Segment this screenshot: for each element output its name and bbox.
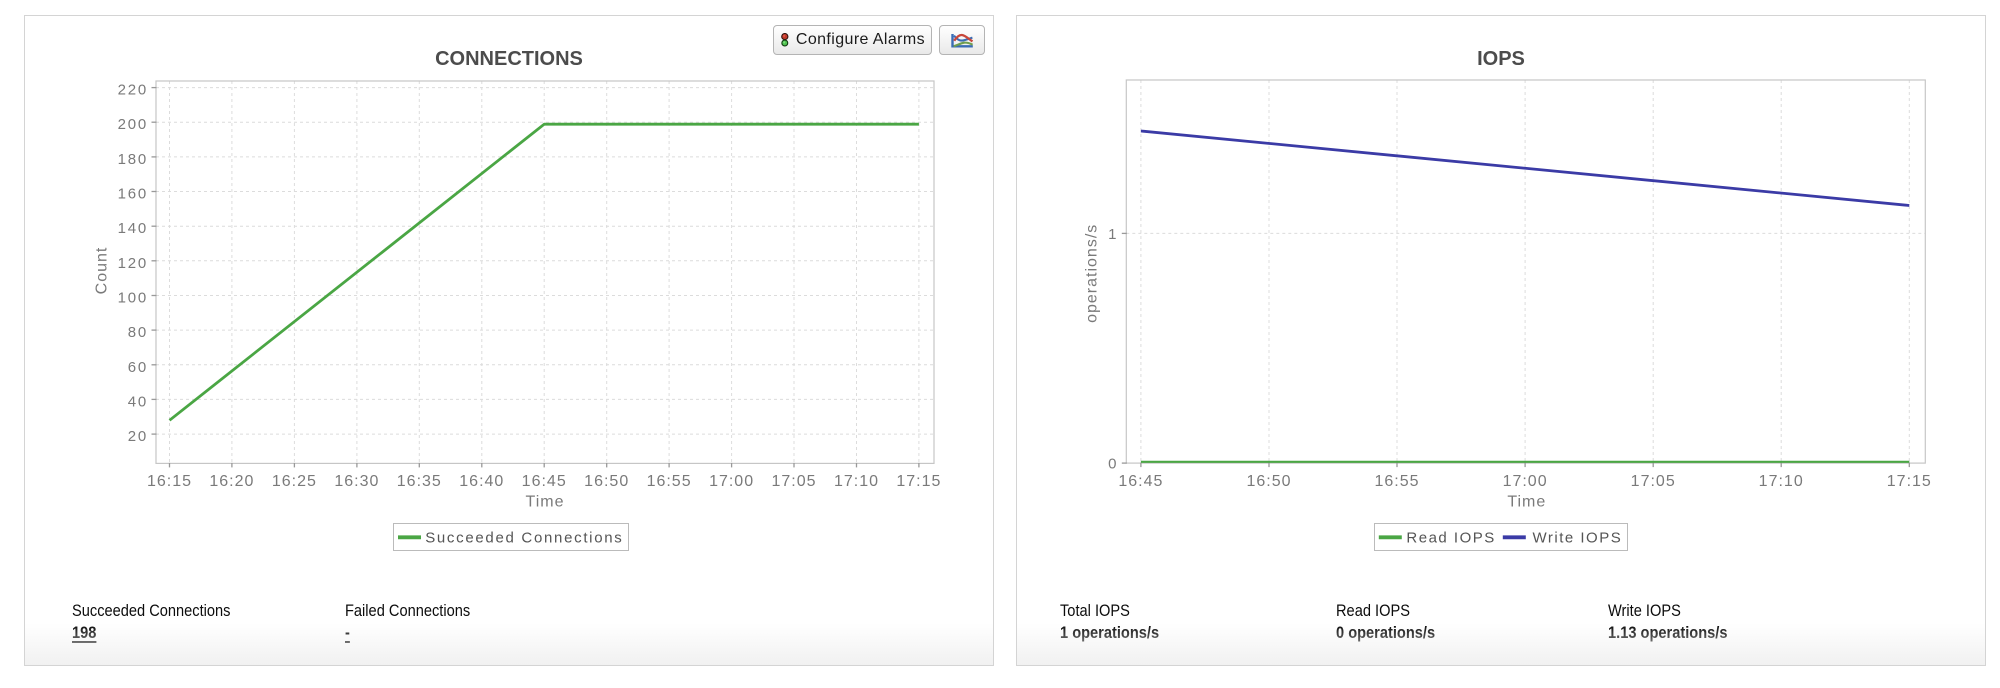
svg-text:16:35: 16:35 [397, 473, 442, 490]
svg-text:16:15: 16:15 [147, 473, 192, 490]
svg-text:40: 40 [128, 393, 148, 410]
svg-text:16:55: 16:55 [647, 473, 692, 490]
svg-text:16:20: 16:20 [209, 473, 254, 490]
svg-text:16:30: 16:30 [334, 473, 379, 490]
svg-text:17:10: 17:10 [1759, 473, 1804, 490]
svg-text:Count: Count [94, 247, 111, 295]
svg-text:16:45: 16:45 [522, 473, 567, 490]
svg-text:operations/s: operations/s [1083, 224, 1100, 323]
svg-text:Time: Time [1507, 494, 1546, 511]
svg-text:Succeeded Connections: Succeeded Connections [425, 529, 623, 546]
svg-text:1: 1 [1108, 226, 1118, 243]
svg-text:Time: Time [526, 494, 565, 511]
svg-text:140: 140 [118, 220, 148, 237]
svg-text:17:05: 17:05 [771, 473, 816, 490]
svg-text:17:05: 17:05 [1631, 473, 1676, 490]
svg-text:16:45: 16:45 [1118, 473, 1163, 490]
svg-text:17:15: 17:15 [896, 473, 941, 490]
svg-text:16:55: 16:55 [1374, 473, 1419, 490]
svg-text:100: 100 [118, 290, 148, 307]
svg-text:120: 120 [118, 255, 148, 272]
svg-text:0: 0 [1108, 455, 1118, 472]
svg-text:160: 160 [118, 186, 148, 203]
svg-text:16:50: 16:50 [584, 473, 629, 490]
svg-text:Read IOPS: Read IOPS [1406, 529, 1495, 546]
svg-text:220: 220 [118, 82, 148, 99]
svg-text:17:10: 17:10 [834, 473, 879, 490]
svg-text:17:15: 17:15 [1887, 473, 1932, 490]
svg-text:80: 80 [128, 324, 148, 341]
svg-text:16:25: 16:25 [272, 473, 317, 490]
svg-text:Write IOPS: Write IOPS [1533, 529, 1623, 546]
svg-text:16:40: 16:40 [459, 473, 504, 490]
svg-text:16:50: 16:50 [1246, 473, 1291, 490]
svg-text:200: 200 [118, 116, 148, 133]
svg-text:60: 60 [128, 359, 148, 376]
svg-text:17:00: 17:00 [709, 473, 754, 490]
svg-text:20: 20 [128, 428, 148, 445]
svg-text:17:00: 17:00 [1503, 473, 1548, 490]
svg-text:180: 180 [118, 151, 148, 168]
